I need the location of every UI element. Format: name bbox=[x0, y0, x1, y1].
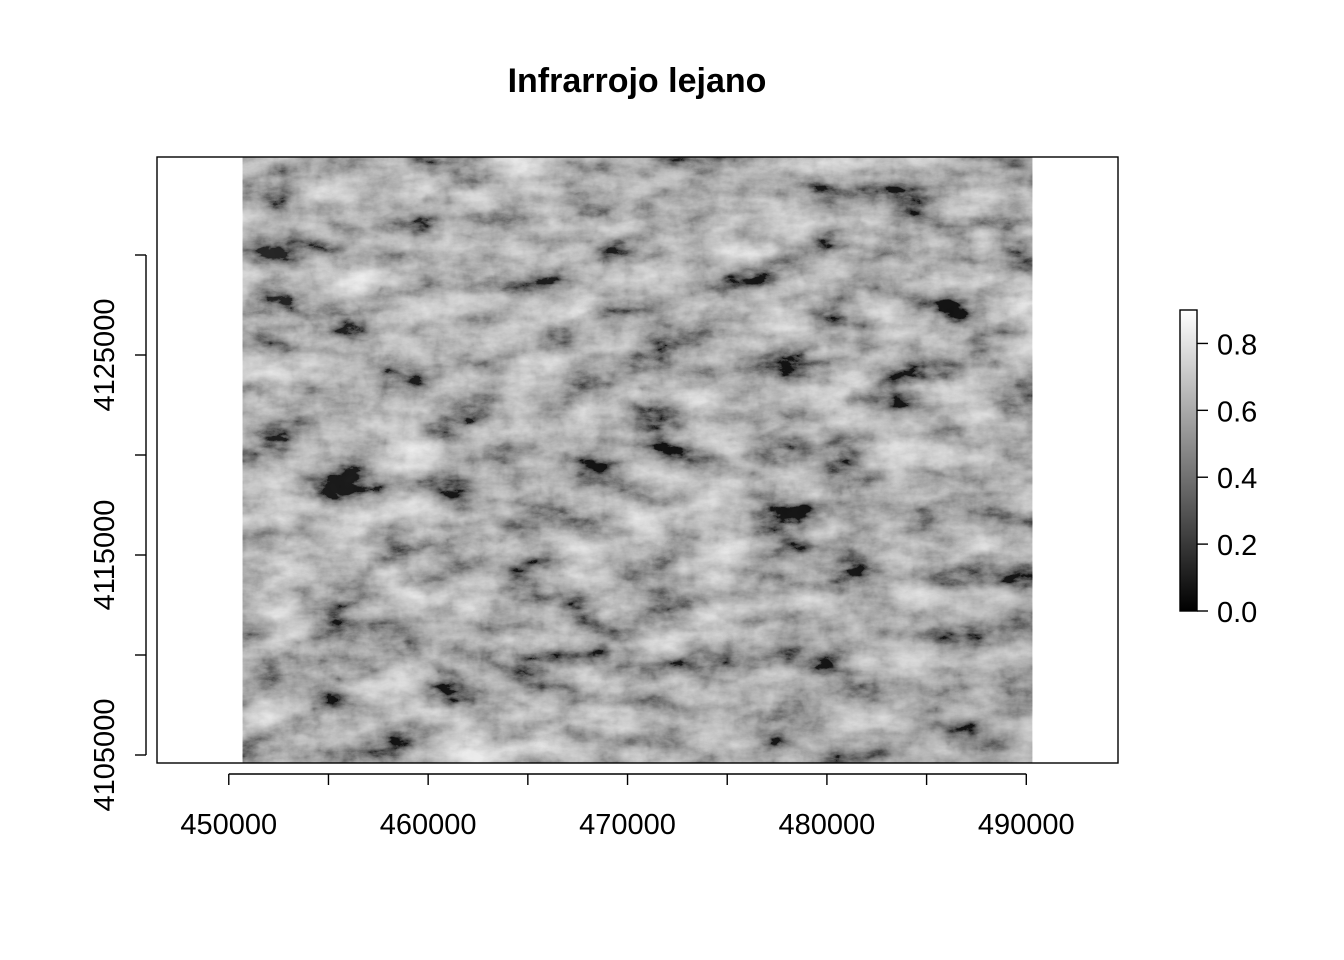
chart-title: Infrarrojo lejano bbox=[508, 62, 767, 100]
y-tick-label: 4105000 bbox=[89, 699, 121, 812]
x-tick-label: 480000 bbox=[779, 809, 876, 841]
raster-image bbox=[242, 157, 1033, 763]
colorbar-tick-label: 0.8 bbox=[1217, 329, 1257, 361]
raster-shading bbox=[242, 157, 1033, 763]
colorbar-tick-label: 0.6 bbox=[1217, 396, 1257, 428]
colorbar: 0.0 0.2 0.4 0.6 0.8 bbox=[1179, 309, 1257, 629]
colorbar-tick-label: 0.0 bbox=[1217, 597, 1257, 629]
x-axis: 450000 460000 470000 480000 490000 bbox=[180, 773, 1075, 841]
x-tick-label: 460000 bbox=[380, 809, 477, 841]
plot-frame bbox=[156, 156, 1119, 764]
x-tick-label: 470000 bbox=[579, 809, 676, 841]
y-axis: 4105000 4115000 4125000 bbox=[89, 254, 147, 812]
colorbar-strip bbox=[1179, 309, 1198, 612]
colorbar-tick-label: 0.4 bbox=[1217, 463, 1257, 495]
colorbar-tick-label: 0.2 bbox=[1217, 530, 1257, 562]
y-tick-label: 4125000 bbox=[89, 299, 121, 412]
x-tick-label: 450000 bbox=[180, 809, 277, 841]
y-tick-label: 4115000 bbox=[89, 500, 121, 611]
x-tick-label: 490000 bbox=[978, 809, 1075, 841]
